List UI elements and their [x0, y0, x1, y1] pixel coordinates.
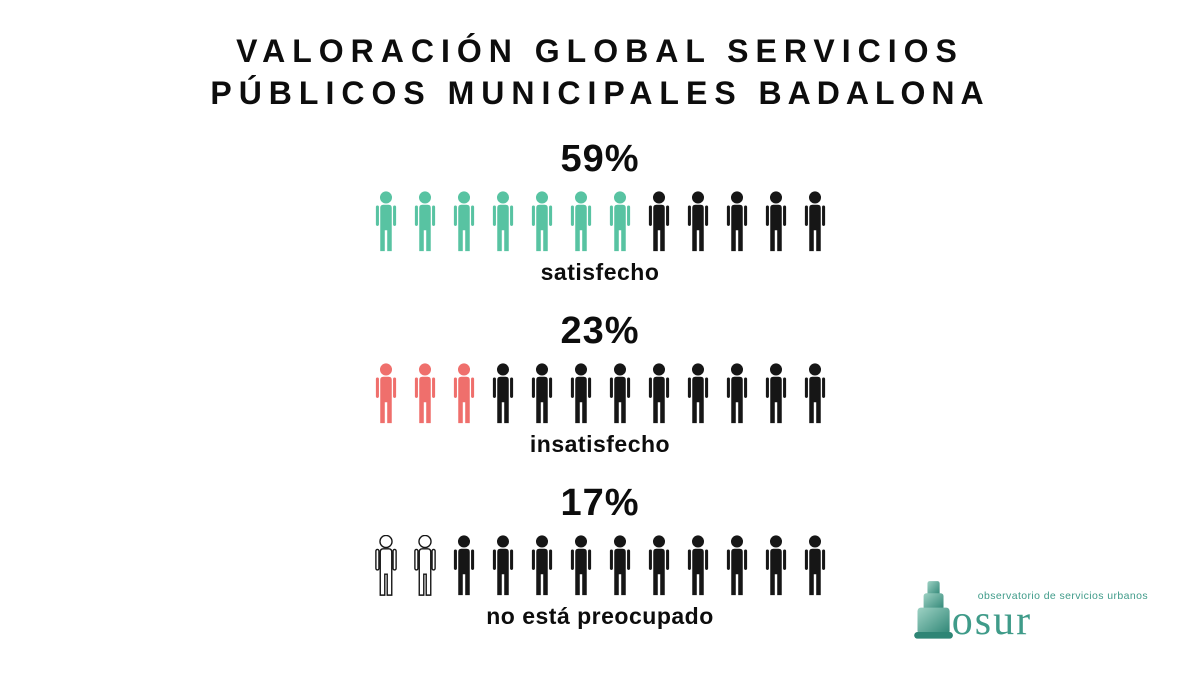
person-icon [453, 535, 474, 596]
osur-logo: observatorio de servicios urbanos osur [910, 580, 1148, 642]
person-icon [531, 363, 552, 424]
person-icon [413, 535, 436, 597]
person-icon [726, 363, 747, 424]
person-icon [570, 363, 591, 424]
person-icon [687, 363, 708, 424]
title-line-1: VALORACIÓN GLOBAL SERVICIOS [236, 33, 964, 69]
person-icon [374, 535, 397, 597]
percentage-label: 59% [560, 138, 640, 181]
pictogram-icon-row [371, 534, 830, 597]
person-icon [687, 535, 708, 596]
person-icon [609, 535, 630, 596]
person-icon [726, 535, 747, 596]
person-icon [492, 535, 513, 596]
person-icon [453, 363, 474, 424]
person-icon [687, 191, 708, 252]
person-icon [765, 363, 786, 424]
person-icon [375, 363, 396, 424]
person-icon [765, 191, 786, 252]
category-label: satisfecho [540, 259, 660, 286]
logo-name: osur [951, 598, 1033, 645]
person-icon [414, 191, 435, 252]
person-icon [492, 191, 513, 252]
person-icon [804, 363, 825, 424]
person-icon [648, 535, 669, 596]
person-icon [804, 535, 825, 596]
title-badalona: BADALONA [758, 75, 990, 112]
chart-row-insatisfecho: 23% insatisfecho [371, 310, 830, 458]
person-icon [648, 363, 669, 424]
person-icon [531, 535, 552, 596]
osur-building-icon [913, 581, 953, 639]
pictogram-chart: 59% satisfecho 23% insatisfecho 17% no e… [0, 138, 1200, 654]
category-label: no está preocupado [486, 603, 714, 630]
page-title: VALORACIÓN GLOBAL SERVICIOS PÚBLICOS MUN… [0, 30, 1200, 114]
percentage-label: 23% [560, 310, 640, 353]
person-icon [531, 191, 552, 252]
person-icon [492, 363, 513, 424]
person-icon [570, 535, 591, 596]
logo-tagline: observatorio de servicios urbanos [977, 590, 1148, 603]
person-icon [414, 363, 435, 424]
person-icon [375, 191, 396, 252]
pictogram-icon-row [371, 190, 830, 252]
title-line-2: PÚBLICOS MUNICIPALES BADALONA [0, 72, 1200, 114]
chart-row-satisfecho: 59% satisfecho [371, 138, 830, 286]
title-line-2-prefix: PÚBLICOS MUNICIPALES [210, 75, 759, 112]
category-label: insatisfecho [529, 431, 671, 458]
person-icon [453, 191, 474, 252]
person-icon [648, 191, 669, 252]
person-icon [804, 191, 825, 252]
person-icon [570, 191, 591, 252]
pictogram-icon-row [371, 362, 830, 424]
person-icon [765, 535, 786, 596]
person-icon [726, 191, 747, 252]
osur-logo-text: observatorio de servicios urbanos osur [952, 590, 1148, 642]
percentage-label: 17% [560, 482, 640, 525]
person-icon [609, 363, 630, 424]
person-icon [609, 191, 630, 252]
chart-row-no-preocupado: 17% no está preocupado [371, 482, 830, 630]
